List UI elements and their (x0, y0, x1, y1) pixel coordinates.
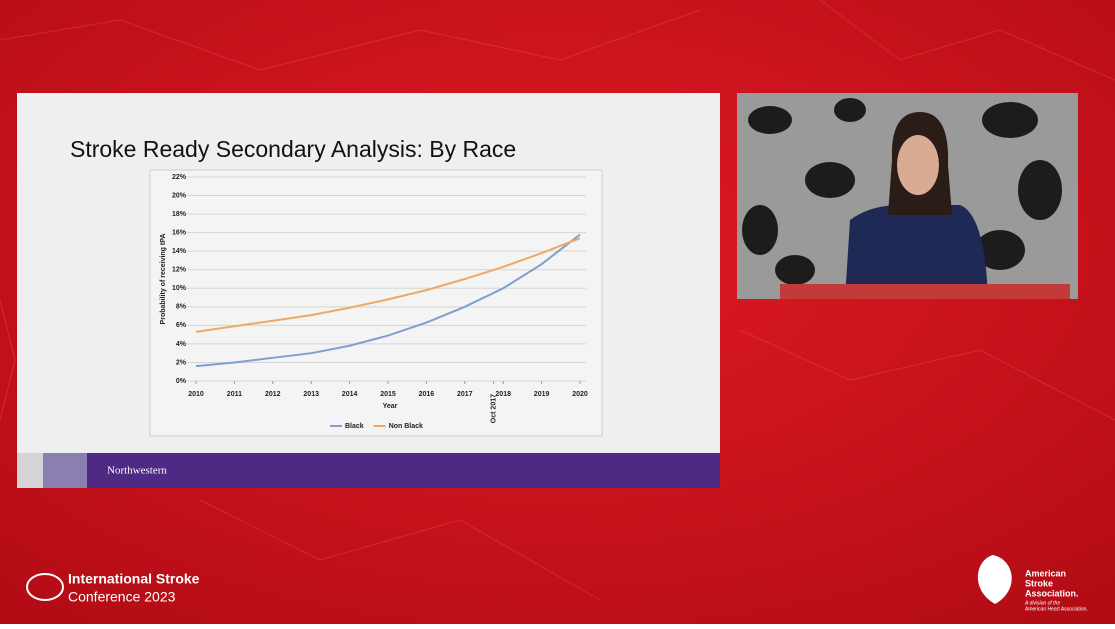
logo-subtext: A division of the (1024, 600, 1060, 606)
series-line (195, 233, 581, 368)
logo-subtext: American Heart Association. (1025, 606, 1088, 612)
speaker (897, 135, 939, 195)
y-tick-label: 22% (172, 174, 187, 181)
x-tick-label: 2019 (534, 391, 550, 398)
y-tick-label: 8% (176, 304, 187, 311)
x-tick-label: 2011 (227, 391, 242, 398)
conference-name: Conference 2023 (68, 589, 176, 605)
y-tick-label: 16% (172, 229, 187, 236)
y-tick-label: 2% (176, 359, 187, 366)
podium (780, 284, 1070, 299)
footer-text: Northwestern (107, 465, 167, 477)
speaker (845, 205, 988, 299)
y-tick-label: 10% (172, 285, 187, 292)
x-tick-label: 2018 (495, 391, 511, 398)
y-axis-title: Probability of receiving tPA (160, 234, 167, 325)
y-tick-label: 12% (172, 267, 187, 274)
y-tick-label: 6% (176, 322, 187, 329)
footer-block (17, 453, 43, 488)
logo-text: Association. (1025, 588, 1079, 598)
x-tick-label: 2015 (380, 391, 396, 398)
footer-block (43, 453, 87, 488)
heart-logo (977, 555, 1012, 604)
x-tick-label: 2014 (342, 391, 358, 398)
x-tick-label: 2020 (572, 391, 588, 398)
series-line (195, 237, 581, 333)
y-tick-label: 18% (172, 211, 187, 218)
y-tick-label: 20% (172, 192, 187, 199)
y-tick-label: 14% (172, 248, 187, 255)
logo-text: Stroke (1025, 578, 1053, 588)
x-tick-label: 2017 (457, 391, 473, 398)
x-tick-label: 2013 (303, 391, 319, 398)
x-axis-title: Year (383, 403, 398, 410)
y-tick-label: 0% (176, 378, 187, 385)
footer-bar (87, 453, 720, 488)
slide-title: Stroke Ready Secondary Analysis: By Race (70, 136, 516, 162)
logo-text: American (1025, 568, 1066, 578)
y-tick-label: 4% (176, 341, 187, 348)
x-tick-label: Oct 2017 (490, 394, 497, 423)
x-tick-label: 2010 (188, 391, 204, 398)
chart: 0% 2% 4% 6% 8% 10% 12% 14% 16% 18% 20% 22% 2010 2011 2… (160, 174, 588, 430)
legend-label: Non Black (389, 423, 423, 430)
video-backdrop (742, 98, 1062, 285)
x-tick-label: 2016 (419, 391, 435, 398)
conference-name: International Stroke (68, 571, 200, 587)
x-tick-label: 2012 (265, 391, 281, 398)
legend-label: Black (345, 423, 364, 430)
network-pattern (0, 0, 1115, 601)
brain-icon (26, 573, 64, 601)
